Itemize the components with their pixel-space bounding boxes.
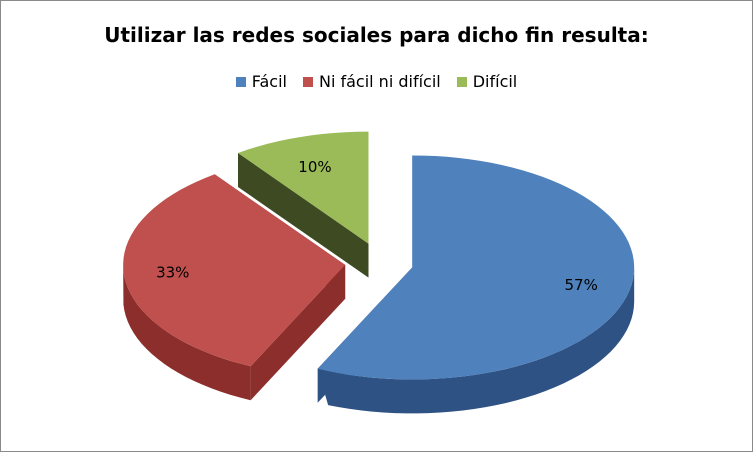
pie-slice-top-dificil — [238, 131, 369, 244]
legend-label-dificil: Difícil — [472, 72, 518, 91]
pie-slice-facil — [317, 155, 635, 414]
legend-swatch-ni-facil-ni-dificil — [302, 76, 313, 87]
data-label-facil: 57% — [564, 276, 597, 294]
pie-slice-wall-dificil-0 — [238, 152, 369, 278]
chart-title: Utilizar las redes sociales para dicho f… — [104, 23, 649, 47]
pie-slice-ni-facil-ni-dificil — [123, 174, 346, 401]
data-label-dificil: 10% — [298, 158, 331, 176]
pie-slice-side-ni-facil-ni-dificil-0 — [123, 264, 251, 401]
pie-slice-top-facil — [317, 155, 635, 380]
legend-label-facil: Fácil — [251, 72, 287, 91]
legend-label-ni-facil-ni-dificil: Ni fácil ni difícil — [318, 72, 441, 91]
pie-slice-wall-ni-facil-ni-dificil-0 — [250, 264, 346, 401]
legend-entry-ni-facil-ni-dificil: Ni fácil ni difícil — [302, 72, 441, 91]
legend-swatch-facil — [235, 76, 246, 87]
legend-swatch-dificil — [456, 76, 467, 87]
legend-entry-facil: Fácil — [235, 72, 287, 91]
pie-slice-top-ni-facil-ni-dificil — [123, 174, 346, 367]
data-label-ni-facil-ni-dificil: 33% — [156, 264, 189, 282]
legend-entry-dificil: Difícil — [456, 72, 518, 91]
chart-legend: Fácil Ni fácil ni difícil Difícil — [1, 72, 752, 91]
pie-slice-side-facil-0 — [317, 267, 635, 414]
pie-slice-dificil — [238, 131, 369, 278]
